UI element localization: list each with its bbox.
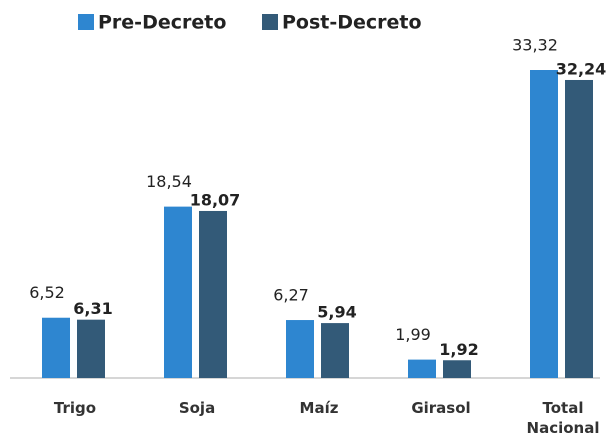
x-tick-label: Girasol xyxy=(411,399,471,417)
value-label: 1,92 xyxy=(439,340,478,359)
bar xyxy=(199,210,227,378)
bar xyxy=(164,206,192,378)
bar xyxy=(286,320,314,378)
x-tick-label: Trigo xyxy=(53,399,97,417)
value-label: 1,99 xyxy=(395,325,431,344)
bar xyxy=(77,319,105,378)
legend-swatch xyxy=(78,14,94,30)
bar xyxy=(565,79,593,379)
value-label: 18,54 xyxy=(146,172,192,191)
x-tick-label: Soja xyxy=(178,399,216,417)
legend-label: Post-Decreto xyxy=(282,12,422,34)
bar xyxy=(443,360,471,378)
bar xyxy=(42,317,70,378)
x-tick-label: Maíz xyxy=(299,399,339,417)
value-label: 5,94 xyxy=(317,303,356,322)
legend-label: Pre-Decreto xyxy=(98,12,226,34)
value-label: 32,24 xyxy=(556,59,607,78)
value-label: 6,31 xyxy=(73,299,112,318)
value-label: 6,52 xyxy=(29,283,65,302)
value-label: 6,27 xyxy=(273,286,309,305)
value-label: 33,32 xyxy=(512,36,558,55)
bar xyxy=(408,359,436,378)
value-label: 18,07 xyxy=(190,190,241,209)
bar xyxy=(321,323,349,378)
x-tick-label: Total Nacional xyxy=(526,399,600,437)
legend-swatch xyxy=(262,14,278,30)
bar xyxy=(530,70,558,378)
